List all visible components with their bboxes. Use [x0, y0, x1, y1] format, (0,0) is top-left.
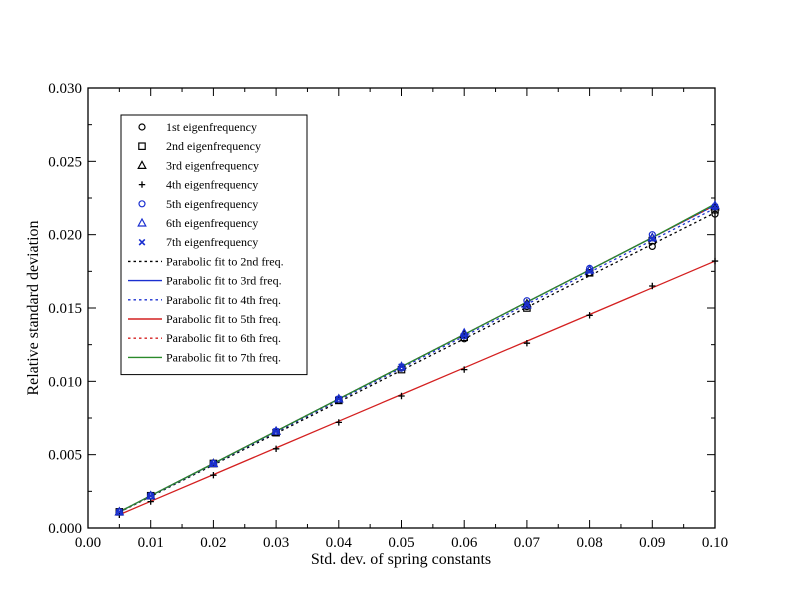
legend-label: 4th eigenfrequency	[166, 178, 258, 192]
legend-symbol	[138, 123, 146, 131]
x-tick-label: 0.05	[388, 535, 414, 551]
data-point	[208, 458, 219, 468]
data-point	[335, 419, 342, 426]
y-axis-title: Relative standard deviation	[25, 220, 42, 395]
legend: 1st eigenfrequency 2nd eigenfrequency 3rd …	[120, 114, 308, 376]
y-tick-label: 0.020	[48, 228, 82, 244]
data-point	[460, 332, 468, 340]
data-point	[272, 427, 280, 435]
data-point	[147, 492, 155, 500]
data-point	[398, 363, 405, 371]
x-tick-label: 0.01	[138, 535, 164, 551]
data-point	[272, 445, 280, 452]
data-point	[522, 299, 532, 309]
y-tick-label: 0.025	[48, 154, 82, 170]
y-tick-label: 0.010	[48, 374, 82, 390]
legend-label: Parabolic fit to 3rd freq.	[166, 274, 282, 288]
data-point	[586, 312, 593, 319]
data-point	[115, 508, 123, 516]
y-tick-label: 0.030	[48, 81, 82, 97]
legend-label: Parabolic fit to 7th freq.	[166, 350, 281, 364]
legend-symbol	[138, 181, 146, 188]
legend-symbol	[137, 160, 147, 169]
series-line	[119, 212, 715, 513]
data-point	[711, 210, 719, 218]
data-point	[648, 235, 656, 243]
data-point	[145, 490, 156, 500]
y-tick-label: 0.005	[48, 448, 82, 464]
legend-symbol	[137, 217, 147, 227]
legend-label: 6th eigenfrequency	[166, 216, 258, 230]
legend-label: 1st eigenfrequency	[166, 120, 257, 134]
legend-symbol	[138, 200, 146, 208]
legend-label: 5th eigenfrequency	[166, 197, 258, 211]
x-tick-label: 0.00	[75, 535, 101, 551]
data-point	[648, 231, 656, 239]
x-axis-title: Std. dev. of spring constants	[311, 551, 491, 568]
x-tick-label: 0.08	[576, 535, 602, 551]
x-tick-label: 0.03	[263, 535, 289, 551]
x-tick-label: 0.06	[451, 535, 478, 551]
data-point	[210, 460, 217, 467]
x-tick-label: 0.10	[702, 535, 728, 551]
data-point	[114, 506, 125, 516]
legend-symbol	[138, 238, 146, 246]
data-point	[398, 392, 405, 400]
data-point	[396, 361, 407, 371]
legend-label: 7th eigenfrequency	[166, 235, 258, 249]
x-tick-label: 0.04	[326, 535, 353, 551]
data-point	[523, 297, 531, 305]
data-point	[335, 395, 343, 403]
data-point	[711, 257, 719, 265]
data-point	[649, 282, 656, 290]
legend-label: Parabolic fit to 4th freq.	[166, 293, 281, 307]
data-point	[333, 393, 344, 403]
data-point	[461, 366, 468, 373]
legend-label: 3rd eigenfrequency	[166, 158, 259, 172]
data-point	[523, 301, 531, 309]
legend-label: 2nd eigenfrequency	[166, 139, 261, 153]
y-tick-label: 0.015	[48, 301, 82, 317]
series-line	[119, 207, 715, 513]
data-point	[586, 267, 593, 275]
legend-symbol	[138, 142, 146, 151]
x-tick-label: 0.09	[639, 535, 665, 551]
legend-label: Parabolic fit to 5th freq.	[166, 312, 281, 326]
x-tick-label: 0.07	[514, 535, 541, 551]
x-tick-label: 0.02	[200, 535, 226, 551]
legend-label: Parabolic fit to 2nd freq.	[166, 254, 284, 268]
y-tick-label: 0.000	[48, 521, 82, 537]
data-point	[271, 425, 281, 435]
data-point	[147, 498, 154, 505]
data-point	[210, 472, 217, 479]
data-point	[711, 203, 719, 211]
data-point	[523, 340, 531, 347]
legend-box	[120, 114, 308, 376]
legend-label: Parabolic fit to 6th freq.	[166, 331, 281, 345]
